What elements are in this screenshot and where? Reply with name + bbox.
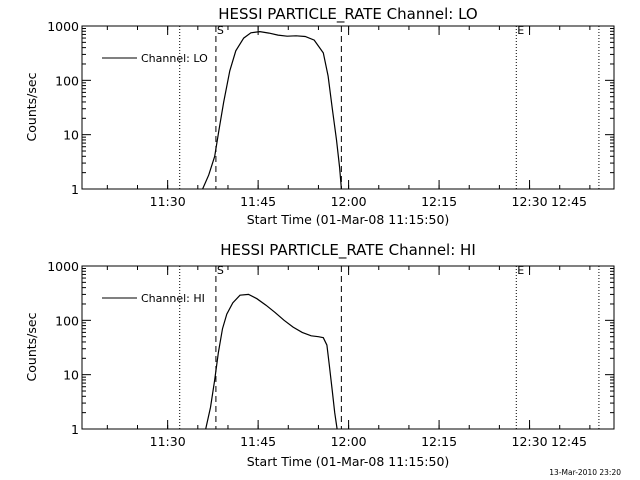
y-tick-label: 100 xyxy=(55,313,79,328)
chart-title: HESSI PARTICLE_RATE Channel: HI xyxy=(220,241,476,260)
series-line xyxy=(205,293,338,430)
x-tick-label: 12:00 xyxy=(331,434,367,449)
legend-label: Channel: LO xyxy=(141,52,208,65)
x-axis-label: Start Time (01-Mar-08 11:15:50) xyxy=(247,212,450,227)
y-axis-label: Counts/sec xyxy=(24,312,39,381)
event-marker: S xyxy=(217,24,224,37)
legend-label: Channel: HI xyxy=(141,292,205,305)
x-tick-label: 12:30 xyxy=(512,434,548,449)
x-tick-label: 12:45 xyxy=(551,434,587,449)
x-tick-label: 11:45 xyxy=(240,194,276,209)
x-tick-label: 11:30 xyxy=(150,194,186,209)
y-tick-label: 1000 xyxy=(47,259,79,274)
y-tick-label: 10 xyxy=(63,368,79,383)
plot-frame xyxy=(81,25,615,190)
y-tick-label: 100 xyxy=(55,73,79,88)
x-axis-label: Start Time (01-Mar-08 11:15:50) xyxy=(247,454,450,469)
event-marker: E xyxy=(517,24,524,37)
event-marker: S xyxy=(217,264,224,277)
x-tick-label: 12:15 xyxy=(421,194,457,209)
plot-frame xyxy=(81,265,615,430)
y-tick-label: 1 xyxy=(71,422,79,437)
x-tick-label: 11:30 xyxy=(150,434,186,449)
x-tick-label: 12:45 xyxy=(551,194,587,209)
x-tick-label: 12:15 xyxy=(421,434,457,449)
panel-hi: HESSI PARTICLE_RATE Channel: HI Start Ti… xyxy=(24,241,615,469)
footer-stamp: 13-Mar-2010 23:20 xyxy=(549,468,621,477)
y-tick-label: 1000 xyxy=(47,19,79,34)
series-line xyxy=(202,30,342,190)
y-axis-label: Counts/sec xyxy=(24,72,39,141)
x-tick-label: 11:45 xyxy=(240,434,276,449)
panel-lo: HESSI PARTICLE_RATE Channel: LO Start Ti… xyxy=(24,5,615,227)
x-tick-label: 12:00 xyxy=(331,194,367,209)
x-tick-label: 12:30 xyxy=(512,194,548,209)
y-tick-label: 10 xyxy=(63,128,79,143)
event-marker: E xyxy=(517,264,524,277)
y-tick-label: 1 xyxy=(71,182,79,197)
chart-title: HESSI PARTICLE_RATE Channel: LO xyxy=(218,5,477,24)
